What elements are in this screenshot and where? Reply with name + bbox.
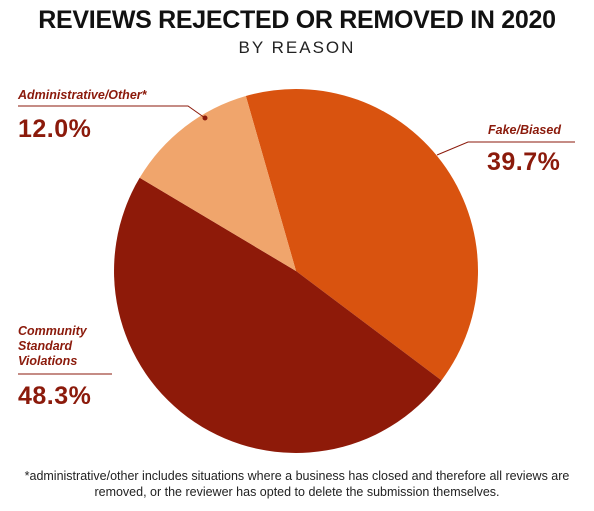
slice-label-administrative: Administrative/Other* [18, 88, 147, 102]
chart-title: REVIEWS REJECTED OR REMOVED IN 2020 [38, 6, 556, 34]
slice-label-community: Community Standard Violations [18, 324, 87, 369]
slice-value-administrative: 12.0% [18, 115, 92, 143]
pie-slice-fake-biased [245, 88, 478, 381]
pie-slice-administrative [139, 96, 296, 271]
slice-label-fake-biased: Fake/Biased [488, 123, 561, 137]
slice-value-fake-biased: 39.7% [487, 148, 561, 176]
slice-label-community-line-2: Standard [18, 339, 73, 353]
leader-line-administrative [18, 105, 206, 119]
chart-subtitle: BY REASON [238, 38, 356, 57]
leader-dot-administrative [202, 115, 208, 121]
leader-line-fake-biased [436, 141, 575, 156]
slice-label-community-line-3: Violations [18, 354, 78, 368]
slice-label-community-line-1: Community [18, 324, 87, 338]
footnote: *administrative/other includes situation… [24, 469, 570, 499]
slice-value-community: 48.3% [18, 382, 92, 410]
pie-slice-community [114, 177, 442, 453]
